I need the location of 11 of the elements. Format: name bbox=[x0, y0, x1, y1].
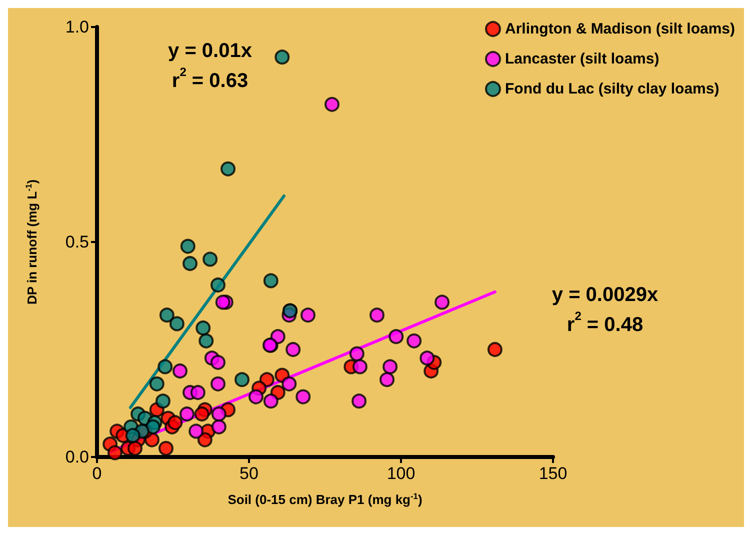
legend-label: Arlington & Madison (silt loams) bbox=[505, 20, 736, 38]
y-tick-label: 0.0 bbox=[65, 448, 89, 466]
y-tick-label: 1.0 bbox=[65, 18, 89, 36]
y-axis-title: DP in runoff (mg L-1) bbox=[24, 179, 40, 304]
x-tick-label: 50 bbox=[240, 464, 258, 483]
legend-label: Fond du Lac (silty clay loams) bbox=[505, 80, 720, 98]
x-tick-label: 100 bbox=[386, 464, 416, 483]
x-tick-label: 0 bbox=[92, 464, 102, 483]
legend-label: Lancaster (silt loams) bbox=[505, 50, 660, 68]
x-tick-label: 150 bbox=[538, 464, 568, 483]
y-tick-label: 0.5 bbox=[65, 232, 89, 252]
